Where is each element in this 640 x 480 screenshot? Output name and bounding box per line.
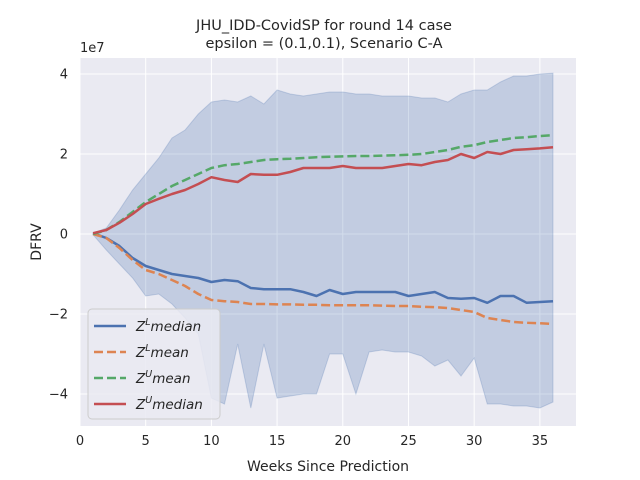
x-tick-label: 15 bbox=[269, 434, 286, 449]
y-scale-label: 1e7 bbox=[80, 41, 105, 56]
y-tick-labels: −4 −2 0 2 4 bbox=[49, 68, 68, 403]
x-tick-label: 30 bbox=[466, 434, 483, 449]
legend-label-sup: L bbox=[145, 317, 150, 328]
x-tick-label: 0 bbox=[76, 434, 84, 449]
series-line-1 bbox=[92, 232, 554, 326]
y-tick-label: 0 bbox=[60, 228, 68, 243]
series-line-0 bbox=[92, 232, 554, 305]
legend-label-base: Z bbox=[135, 397, 146, 413]
x-tick-label: 25 bbox=[400, 434, 417, 449]
legend-label-0: ZLmedian bbox=[135, 317, 201, 335]
series-lines bbox=[92, 133, 554, 326]
chart-title: JHU_IDD-CovidSP for round 14 case bbox=[195, 18, 452, 34]
y-tick-label: −2 bbox=[49, 308, 68, 323]
y-tick-label: −4 bbox=[49, 388, 68, 403]
legend-label-rest: mean bbox=[152, 371, 190, 387]
legend-label-sup: U bbox=[145, 395, 152, 406]
legend-label-base: Z bbox=[135, 319, 146, 335]
series-line-3 bbox=[92, 145, 554, 235]
x-tick-label: 35 bbox=[532, 434, 549, 449]
legend-label-rest: median bbox=[151, 319, 202, 335]
chart-subtitle: epsilon = (0.1,0.1), Scenario C-A bbox=[205, 36, 442, 52]
series-line-2 bbox=[92, 133, 554, 236]
legend-label-sup: U bbox=[145, 369, 152, 380]
y-tick-label: 2 bbox=[60, 148, 68, 163]
legend-label-sup: L bbox=[145, 343, 150, 354]
y-tick-label: 4 bbox=[60, 68, 68, 83]
x-axis-label: Weeks Since Prediction bbox=[247, 459, 409, 475]
y-axis-label: DFRV bbox=[29, 223, 45, 261]
legend-label-rest: median bbox=[152, 397, 203, 413]
legend-label-2: ZUmean bbox=[135, 369, 191, 387]
x-tick-label: 5 bbox=[142, 434, 150, 449]
x-tick-labels: 0 5 10 15 20 25 30 35 bbox=[76, 434, 548, 449]
x-tick-label: 10 bbox=[203, 434, 220, 449]
legend-label-1: ZLmean bbox=[135, 343, 189, 361]
legend-box bbox=[87, 308, 221, 420]
legend-label-base: Z bbox=[135, 345, 146, 361]
legend-label-3: ZUmedian bbox=[135, 395, 203, 413]
x-tick-label: 20 bbox=[335, 434, 352, 449]
legend-label-rest: mean bbox=[151, 345, 189, 361]
legend-label-base: Z bbox=[135, 371, 146, 387]
